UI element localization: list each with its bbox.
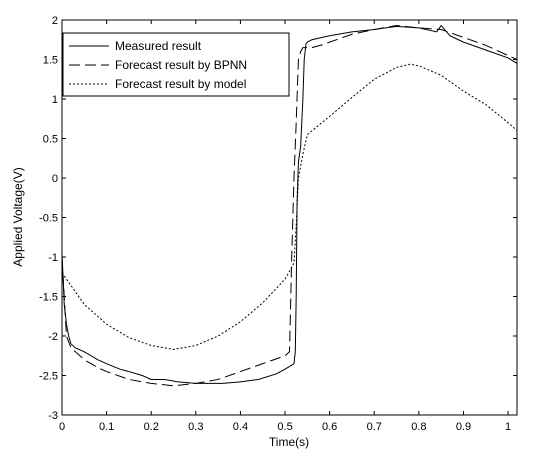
x-tick-label: 0.1 <box>99 421 114 433</box>
legend-box <box>62 32 290 97</box>
y-tick-label: -0.5 <box>39 213 58 225</box>
y-tick-label: 0 <box>52 173 58 185</box>
y-tick-label: -2.5 <box>39 371 58 383</box>
y-tick-label: 1 <box>52 94 58 106</box>
series-line-dashed <box>61 25 518 387</box>
y-axis-label: Applied Voltage(V) <box>11 167 25 266</box>
x-tick-label: 0.6 <box>322 421 337 433</box>
legend: Measured result Forecast result by BPNN Fo… <box>62 32 290 97</box>
legend-items: Measured result Forecast result by BPNN Fo… <box>69 39 247 91</box>
y-tick-label: -2 <box>48 331 58 343</box>
x-tick-label: 0.5 <box>277 421 292 433</box>
x-tick-label: 0.4 <box>233 421 248 433</box>
legend-label: Forecast result by BPNN <box>115 58 247 72</box>
y-tick-label: 2 <box>52 15 58 27</box>
x-tick-label: 0.2 <box>144 421 159 433</box>
y-tick-label: -1 <box>48 252 58 264</box>
y-tick-label: -3 <box>48 410 58 422</box>
series-line-dotted <box>61 63 518 350</box>
y-tick-label: 0.5 <box>43 134 58 146</box>
y-tick-label: 1.5 <box>43 55 58 67</box>
x-axis-ticks: 0 0.1 0.2 0.3 0.4 0.5 0.6 0.7 0.8 0.9 1 <box>59 20 511 433</box>
x-axis-label: Time(s) <box>269 435 309 449</box>
y-tick-label: -1.5 <box>39 292 58 304</box>
series-layer <box>61 24 518 387</box>
legend-label: Measured result <box>115 39 202 53</box>
x-tick-label: 0.8 <box>411 421 426 433</box>
x-tick-label: 0.3 <box>188 421 203 433</box>
y-axis-ticks: -3 -2.5 -2 -1.5 -1 -0.5 0 0.5 1 1.5 2 <box>39 15 517 422</box>
x-tick-label: 0 <box>59 421 65 433</box>
x-tick-label: 0.9 <box>456 421 471 433</box>
x-tick-label: 0.7 <box>367 421 382 433</box>
legend-label: Forecast result by model <box>115 77 246 91</box>
x-tick-label: 1 <box>505 421 511 433</box>
